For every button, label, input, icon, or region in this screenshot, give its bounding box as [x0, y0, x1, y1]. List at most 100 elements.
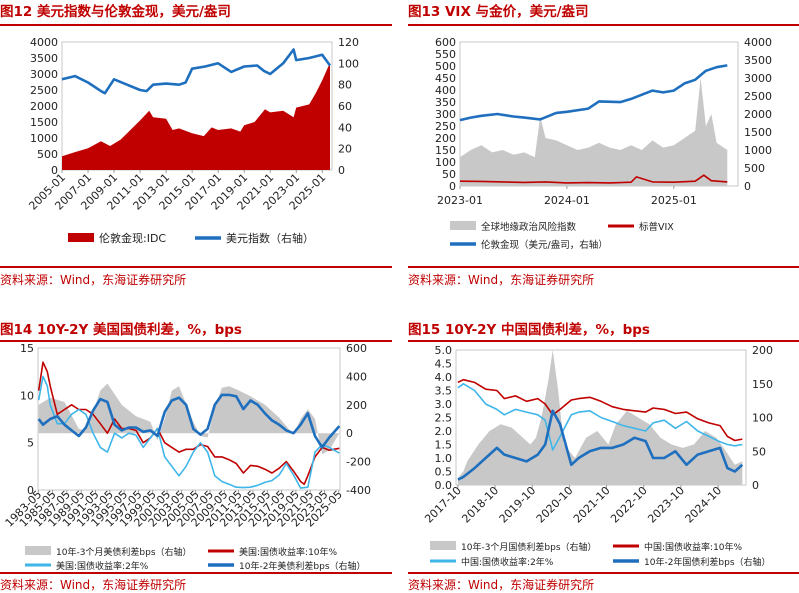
legend-label: 全球地缘政治风险指数	[481, 221, 577, 233]
series-line-1	[457, 378, 743, 442]
series-area-0	[457, 350, 743, 485]
y-right-tick-label: -200	[346, 456, 371, 469]
footer-rule	[0, 572, 392, 574]
y-left-tick-label: 0	[51, 164, 58, 177]
x-tick-label: 2021-10	[571, 484, 613, 526]
title-rule	[408, 340, 799, 342]
legend-label: 10年-3个月国债利差bps（右轴）	[461, 541, 597, 553]
y-left-tick-label: 300	[435, 108, 456, 121]
series-line-3	[457, 409, 744, 481]
y-left-tick-label: 450	[435, 72, 456, 85]
y-right-tick-label: 150	[752, 378, 773, 391]
y-right-tick-label: 0	[346, 427, 353, 440]
y-right-tick-label: 4000	[744, 36, 772, 49]
series-area-0	[62, 62, 330, 170]
x-tick-label: 2023-01	[437, 194, 483, 207]
y-left-tick-label: 0	[27, 484, 34, 497]
legend-swatch	[25, 546, 51, 555]
x-tick-label: 2024-01	[544, 194, 590, 207]
y-right-tick-label: 3500	[744, 54, 772, 67]
y-right-tick-label: 400	[346, 370, 367, 383]
legend-swatch	[430, 541, 456, 550]
y-left-tick-label: 400	[435, 84, 456, 97]
panel-fig15: 图15 10Y-2Y 中国国债利差，%，bps 0.0 0.5 1.0 1.5 2.0 2…	[408, 318, 799, 592]
legend-label: 中国:国债收益率:10年%	[644, 541, 743, 553]
series-line-1	[61, 48, 332, 95]
title-rule	[408, 24, 799, 26]
y-right-tick-label: 0	[744, 180, 751, 193]
y-right-tick-label: 40	[338, 121, 352, 134]
chart-fig13: 0501001502002503003504004505005506000500…	[435, 36, 772, 251]
y-left-tick-label: 3000	[30, 68, 58, 81]
y-right-tick-label: 2500	[744, 90, 772, 103]
chart-title: 图15 10Y-2Y 中国国债利差，%，bps	[408, 322, 650, 338]
legend-label: 伦敦金现:IDC	[99, 231, 166, 245]
title-rule	[0, 24, 392, 26]
y-right-tick-label: 1500	[744, 126, 772, 139]
legend-label: 10年-2年美债利差bps（右轴）	[239, 560, 366, 572]
y-left-tick-label: 1.5	[435, 439, 453, 452]
series-line-2	[459, 64, 728, 122]
y-left-tick-label: 2.5	[435, 412, 453, 425]
x-tick-label: 2023-10	[645, 484, 687, 526]
legend-label: 美国:国债收益率:10年%	[239, 546, 338, 558]
y-right-tick-label: 50	[752, 445, 766, 458]
y-right-tick-label: 100	[752, 412, 773, 425]
chart-title: 图14 10Y-2Y 美国国债利差，%，bps	[0, 322, 242, 338]
chart-fig12: 0 500 1000 1500 2000 2500 3000 3500 4000 0 20 40 60 8…	[26, 36, 359, 245]
x-tick-label: 2019-10	[497, 484, 539, 526]
legend-label: 10年-2年国债利差bps（右轴）	[644, 556, 771, 568]
y-right-tick-label: 120	[338, 36, 359, 49]
legend-label: 美元指数（右轴）	[226, 231, 314, 245]
y-left-tick-label: 4000	[30, 36, 58, 49]
y-right-tick-label: 80	[338, 79, 352, 92]
footer-rule	[408, 266, 799, 268]
panel-fig13: 图13 VIX 与金价，美元/盎司 0 50 100 150 200 250 300 350 4…	[408, 0, 799, 292]
y-left-tick-label: 50	[442, 168, 456, 181]
source-note: 资料来源：Wind，东海证券研究所	[408, 578, 595, 592]
legend-label: 标普VIX	[639, 221, 674, 233]
legend-label: 美国:国债收益率:2年%	[56, 560, 149, 572]
source-note: 资料来源：Wind，东海证券研究所	[0, 273, 187, 287]
y-left-tick-label: 1500	[30, 116, 58, 129]
y-left-tick-label: 0	[449, 180, 456, 193]
legend-swatch	[68, 233, 94, 242]
series-area-0	[460, 78, 728, 186]
y-right-tick-label: 500	[744, 162, 765, 175]
series-line-2	[457, 383, 743, 451]
y-left-tick-label: 15	[20, 342, 34, 355]
y-right-tick-label: 200	[752, 344, 773, 357]
y-left-tick-label: 500	[435, 60, 456, 73]
legend-label: 伦敦金现（美元/盎司，右轴）	[481, 239, 608, 251]
y-right-tick-label: -400	[346, 484, 371, 497]
legend-label: 中国:国债收益率:2年%	[461, 556, 554, 568]
y-left-tick-label: 1000	[30, 132, 58, 145]
y-left-tick-label: 3.5	[435, 385, 453, 398]
y-left-tick-label: 500	[37, 148, 58, 161]
y-right-tick-label: 100	[338, 57, 359, 70]
y-right-tick-label: 60	[338, 100, 352, 113]
y-left-tick-label: 150	[435, 144, 456, 157]
y-right-tick-label: 2000	[744, 108, 772, 121]
x-tick-label: 2024-10	[683, 484, 725, 526]
y-left-tick-label: 4.0	[435, 371, 453, 384]
y-left-tick-label: 3500	[30, 52, 58, 65]
y-left-tick-label: 2000	[30, 100, 58, 113]
y-left-tick-label: 550	[435, 48, 456, 61]
y-left-tick-label: 10	[20, 389, 34, 402]
chart-title: 图12 美元指数与伦敦金现，美元/盎司	[0, 4, 231, 20]
source-note: 资料来源：Wind，东海证券研究所	[408, 273, 595, 287]
chart-fig15: 0.00.51.01.52.02.53.03.54.04.55.0 0 50 100 1…	[422, 344, 773, 568]
y-right-tick-label: 1000	[744, 144, 772, 157]
panel-fig12: 图12 美元指数与伦敦金现，美元/盎司 0 500 1000 1500 2000 2500…	[0, 0, 392, 292]
legend-label: 10年-3个月美债利差bps（右轴）	[56, 546, 192, 558]
y-left-tick-label: 2.0	[435, 425, 453, 438]
title-rule	[0, 340, 392, 342]
y-left-tick-label: 0.0	[435, 479, 453, 492]
series-line-1	[459, 174, 728, 184]
y-right-tick-label: 200	[346, 399, 367, 412]
y-right-tick-label: 3000	[744, 72, 772, 85]
chart-title: 图13 VIX 与金价，美元/盎司	[408, 4, 589, 20]
y-right-tick-label: 0	[752, 479, 759, 492]
y-left-tick-label: 2500	[30, 84, 58, 97]
